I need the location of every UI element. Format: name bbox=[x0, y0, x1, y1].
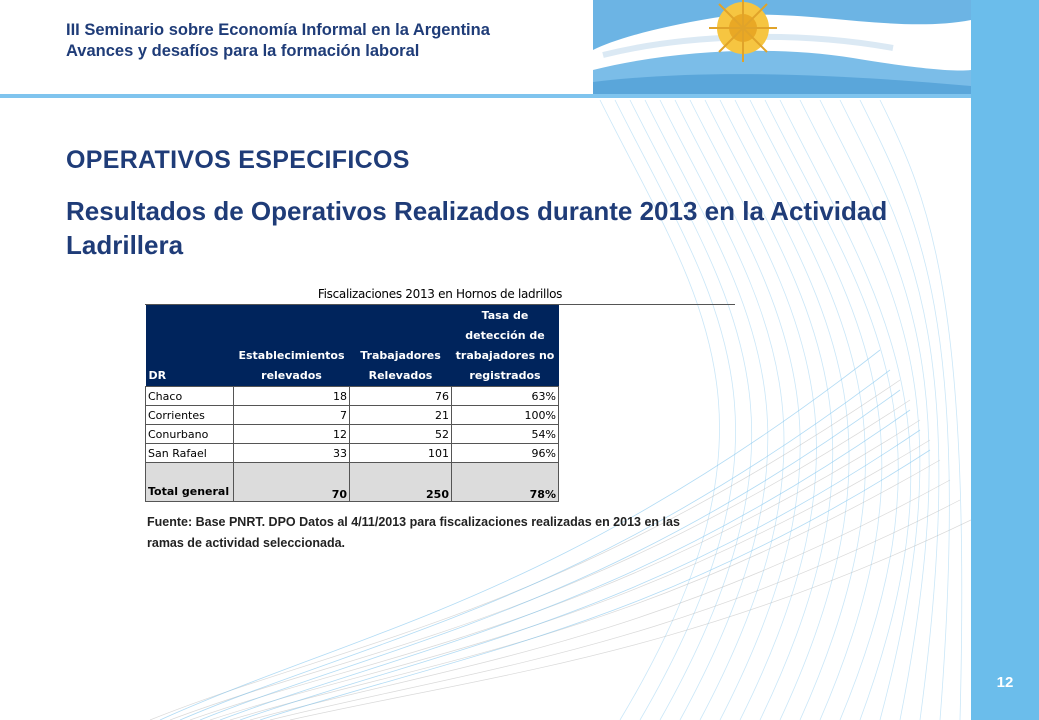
table-row: Conurbano 12 52 54% bbox=[145, 424, 559, 444]
table-row: San Rafael 33 101 96% bbox=[145, 443, 559, 463]
cell-dr: Conurbano bbox=[145, 424, 234, 444]
cell-trabajadores: 52 bbox=[349, 424, 452, 444]
cell-establecimientos: 7 bbox=[233, 405, 350, 425]
cell-tasa: 100% bbox=[451, 405, 559, 425]
cell-total-trabajadores: 250 bbox=[349, 462, 452, 502]
table-row: Corrientes 7 21 100% bbox=[145, 405, 559, 425]
argentina-flag-image bbox=[593, 0, 971, 94]
header-title: III Seminario sobre Economía Informal en… bbox=[66, 20, 490, 62]
caption-divider bbox=[145, 304, 735, 305]
header-line-1: III Seminario sobre Economía Informal en… bbox=[66, 21, 490, 39]
section-title: OPERATIVOS ESPECIFICOS bbox=[66, 146, 410, 174]
slide-subtitle: Resultados de Operativos Realizados dura… bbox=[66, 196, 888, 260]
cell-tasa: 96% bbox=[451, 443, 559, 463]
cell-tasa: 63% bbox=[451, 386, 559, 406]
cell-total-establecimientos: 70 bbox=[233, 462, 350, 502]
cell-total-label: Total general bbox=[145, 462, 234, 502]
cell-trabajadores: 101 bbox=[349, 443, 452, 463]
cell-tasa: 54% bbox=[451, 424, 559, 444]
table-row: Chaco 18 76 63% bbox=[145, 386, 559, 406]
header-trabajadores: Trabajadores Relevados bbox=[349, 305, 452, 387]
inspection-results-table: DR Establecimientos relevados Trabajador… bbox=[145, 305, 559, 502]
header-divider bbox=[0, 94, 972, 98]
cell-establecimientos: 18 bbox=[233, 386, 350, 406]
cell-establecimientos: 12 bbox=[233, 424, 350, 444]
decorative-wave-lines bbox=[149, 99, 971, 720]
table-total-row: Total general 70 250 78% bbox=[145, 462, 559, 502]
cell-dr: Corrientes bbox=[145, 405, 234, 425]
cell-establecimientos: 33 bbox=[233, 443, 350, 463]
table-header-row: DR Establecimientos relevados Trabajador… bbox=[145, 305, 559, 387]
header-line-2: Avances y desafíos para la formación lab… bbox=[66, 42, 420, 60]
cell-total-tasa: 78% bbox=[451, 462, 559, 502]
cell-trabajadores: 21 bbox=[349, 405, 452, 425]
cell-dr: Chaco bbox=[145, 386, 234, 406]
header-tasa: Tasa de detección de trabajadores no reg… bbox=[451, 305, 559, 387]
cell-trabajadores: 76 bbox=[349, 386, 452, 406]
page-number: 12 bbox=[996, 674, 1014, 691]
header-establecimientos: Establecimientos relevados bbox=[233, 305, 350, 387]
source-note: Fuente: Base PNRT. DPO Datos al 4/11/201… bbox=[147, 515, 680, 550]
table-caption: Fiscalizaciones 2013 en Hornos de ladril… bbox=[317, 287, 563, 301]
cell-dr: San Rafael bbox=[145, 443, 234, 463]
side-bar bbox=[971, 0, 1039, 720]
header-dr: DR bbox=[145, 305, 234, 387]
